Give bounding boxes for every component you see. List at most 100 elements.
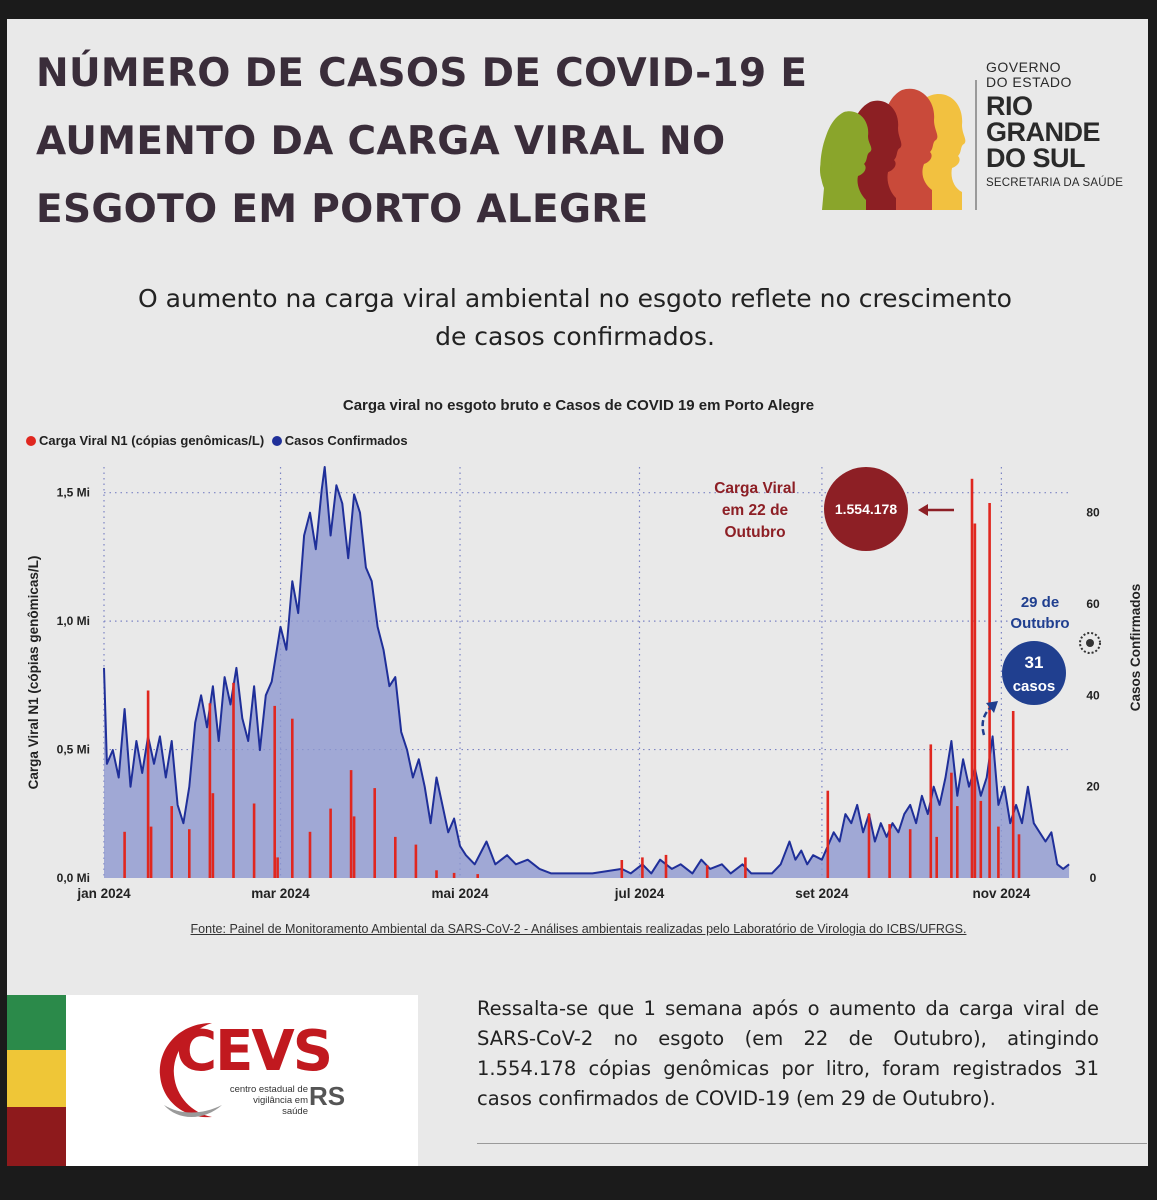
viral-load-bar bbox=[705, 865, 709, 878]
cases-annotation-bubble bbox=[1002, 641, 1066, 705]
page-title: NÚMERO DE CASOS DE COVID-19 E AUMENTO DA… bbox=[36, 40, 808, 244]
viral-load-bar bbox=[888, 824, 891, 878]
silhouettes-logo-icon bbox=[820, 88, 966, 210]
cevs-name: CEVS bbox=[176, 1019, 333, 1084]
viral-load-bar bbox=[826, 790, 830, 878]
title-line: NÚMERO DE CASOS DE COVID-19 E bbox=[36, 51, 808, 96]
virus-icon-ring bbox=[1079, 632, 1101, 654]
viral-load-bar bbox=[476, 874, 479, 878]
summary-paragraph: Ressalta-se que 1 semana após o aumento … bbox=[477, 997, 1099, 1110]
viral-load-bar bbox=[620, 860, 624, 878]
source-note: Fonte: Painel de Monitoramento Ambiental… bbox=[190, 922, 967, 936]
y-left-tick-label: 0,5 Mi bbox=[57, 743, 90, 757]
department-label: SECRETARIA DA SAÚDE bbox=[986, 177, 1124, 189]
viral-load-bar bbox=[435, 870, 438, 878]
x-tick-label: jul 2024 bbox=[614, 886, 665, 901]
x-tick-label: nov 2024 bbox=[972, 886, 1030, 901]
arrow-curved-icon bbox=[986, 701, 998, 713]
flag-stripe-green bbox=[7, 995, 66, 1050]
y-right-tick-label: 60 bbox=[1086, 597, 1100, 611]
viral-annotation-label: Outubro bbox=[724, 524, 785, 541]
state-name-line: GRANDE bbox=[986, 117, 1101, 147]
viral-load-bar bbox=[170, 806, 173, 878]
cevs-subtitle-line: centro estadual de bbox=[229, 1084, 308, 1095]
viral-load-bar bbox=[211, 793, 215, 878]
viral-load-bar bbox=[744, 857, 747, 878]
viral-load-bar bbox=[973, 523, 977, 878]
x-tick-label: mai 2024 bbox=[431, 886, 489, 901]
legend-item-viral: Carga Viral N1 (cópias genômicas/L) bbox=[26, 433, 264, 448]
infographic-card bbox=[7, 19, 1148, 1166]
legend-viral-dot-icon bbox=[26, 436, 36, 446]
viral-load-bar bbox=[352, 816, 356, 878]
viral-load-bar bbox=[308, 831, 312, 878]
viral-load-bar bbox=[276, 857, 279, 878]
y-right-tick-label: 20 bbox=[1086, 780, 1100, 794]
government-wordmark: GOVERNO DO ESTADO RIO GRANDE DO SUL SECR… bbox=[986, 59, 1146, 190]
chart-legend: Carga Viral N1 (cópias genômicas/L) Caso… bbox=[26, 433, 412, 448]
viral-load-bar bbox=[273, 705, 276, 878]
subtitle-line: O aumento na carga viral ambiental no es… bbox=[138, 284, 1012, 313]
viral-load-bar bbox=[988, 503, 991, 878]
axis-layer: 0,0 Mi 0,5 Mi 1,0 Mi 1,5 Mi 0 20 40 60 80 jan 202… bbox=[26, 486, 1143, 901]
viral-load-bar bbox=[664, 854, 668, 878]
viral-load-bar bbox=[123, 831, 126, 878]
cases-annotation-label: 29 de bbox=[1021, 594, 1059, 611]
virus-icon-core bbox=[1086, 639, 1094, 647]
viral-load-bar bbox=[956, 806, 959, 878]
legend-item-cases: Casos Confirmados bbox=[271, 433, 408, 448]
viral-load-bar bbox=[232, 682, 235, 878]
viral-load-bar bbox=[414, 844, 418, 878]
cevs-subtitle-line: vigilância em saúde bbox=[253, 1095, 308, 1117]
x-tick-label: jan 2024 bbox=[76, 886, 131, 901]
cevs-subtitle: centro estadual de vigilância em saúde bbox=[228, 1084, 308, 1117]
viral-load-bar bbox=[252, 803, 256, 878]
logo-divider bbox=[975, 80, 977, 210]
cases-annotation-value: casos bbox=[1013, 678, 1056, 695]
state-name-line: RIO bbox=[986, 91, 1033, 121]
viral-load-bar bbox=[394, 836, 397, 878]
viral-load-bar bbox=[950, 772, 953, 878]
cevs-arc-icon bbox=[159, 1023, 222, 1118]
viral-annotation-label: em 22 de bbox=[722, 502, 789, 519]
title-line: AUMENTO DA CARGA VIRAL NO bbox=[36, 119, 726, 164]
viral-annotation-label: Carga Viral bbox=[714, 480, 796, 497]
flag-stripe-red bbox=[7, 1107, 66, 1166]
bottom-divider bbox=[477, 1143, 1147, 1144]
subtitle-line: de casos confirmados. bbox=[435, 322, 715, 351]
x-tick-label: set 2024 bbox=[795, 886, 849, 901]
y-left-tick-label: 0,0 Mi bbox=[57, 871, 90, 885]
viral-load-bar bbox=[349, 770, 353, 878]
cases-line bbox=[103, 466, 1070, 875]
viral-load-bar bbox=[208, 703, 212, 878]
y-left-tick-label: 1,5 Mi bbox=[57, 486, 90, 500]
viral-load-bar bbox=[867, 813, 871, 878]
cevs-state: RS bbox=[309, 1081, 346, 1111]
viral-load-bar bbox=[1011, 711, 1015, 878]
x-tick-label: mar 2024 bbox=[251, 886, 310, 901]
viral-load-bar bbox=[373, 788, 376, 878]
viral-bars-layer bbox=[123, 478, 1021, 878]
gov-line1: GOVERNO bbox=[986, 59, 1062, 75]
y-right-tick-label: 0 bbox=[1090, 871, 1097, 885]
y-left-axis-label: Carga Viral N1 (cópias genômicas/L) bbox=[26, 556, 41, 790]
viral-load-bar bbox=[908, 829, 912, 878]
viral-load-bar bbox=[929, 744, 933, 878]
title-line: ESGOTO EM PORTO ALEGRE bbox=[36, 187, 649, 232]
subtitle: O aumento na carga viral ambiental no es… bbox=[90, 280, 1060, 356]
y-left-tick-label: 1,0 Mi bbox=[57, 614, 90, 628]
chart-canvas: 0,0 Mi 0,5 Mi 1,0 Mi 1,5 Mi 0 20 40 60 80 jan 202… bbox=[26, 466, 1143, 901]
annotation-layer: Carga Viral em 22 de Outubro 1.554.178 29 de… bbox=[714, 467, 1101, 736]
gov-line2: DO ESTADO bbox=[986, 74, 1072, 90]
legend-cases-label: Casos Confirmados bbox=[284, 433, 408, 448]
viral-load-bar bbox=[935, 836, 938, 878]
viral-load-bar bbox=[291, 718, 294, 878]
viral-load-bar bbox=[1017, 834, 1021, 878]
arrow-left-icon bbox=[918, 504, 928, 516]
y-right-tick-label: 80 bbox=[1086, 506, 1100, 520]
y-right-tick-label: 40 bbox=[1086, 688, 1100, 702]
flag-stripe-yellow bbox=[7, 1050, 66, 1107]
cevs-logo: CEVS centro estadual de vigilância em sa… bbox=[66, 995, 418, 1166]
viral-load-bar bbox=[970, 478, 974, 878]
cases-annotation-label: Outubro bbox=[1010, 615, 1069, 632]
